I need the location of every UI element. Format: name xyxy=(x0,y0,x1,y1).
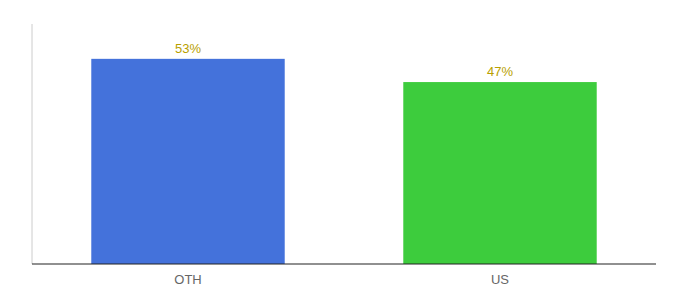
data-label: 53% xyxy=(175,41,201,56)
y-axis-line xyxy=(32,24,33,264)
x-tick-label: OTH xyxy=(174,272,201,287)
data-label: 47% xyxy=(487,64,513,79)
plot-area xyxy=(91,59,596,264)
x-axis-line xyxy=(32,263,656,264)
bar xyxy=(403,82,596,264)
chart-container: OTH 53% US 47% xyxy=(0,0,680,300)
chart-svg: OTH 53% US 47% xyxy=(0,0,680,300)
bar xyxy=(91,59,284,264)
x-tick-label: US xyxy=(491,272,509,287)
